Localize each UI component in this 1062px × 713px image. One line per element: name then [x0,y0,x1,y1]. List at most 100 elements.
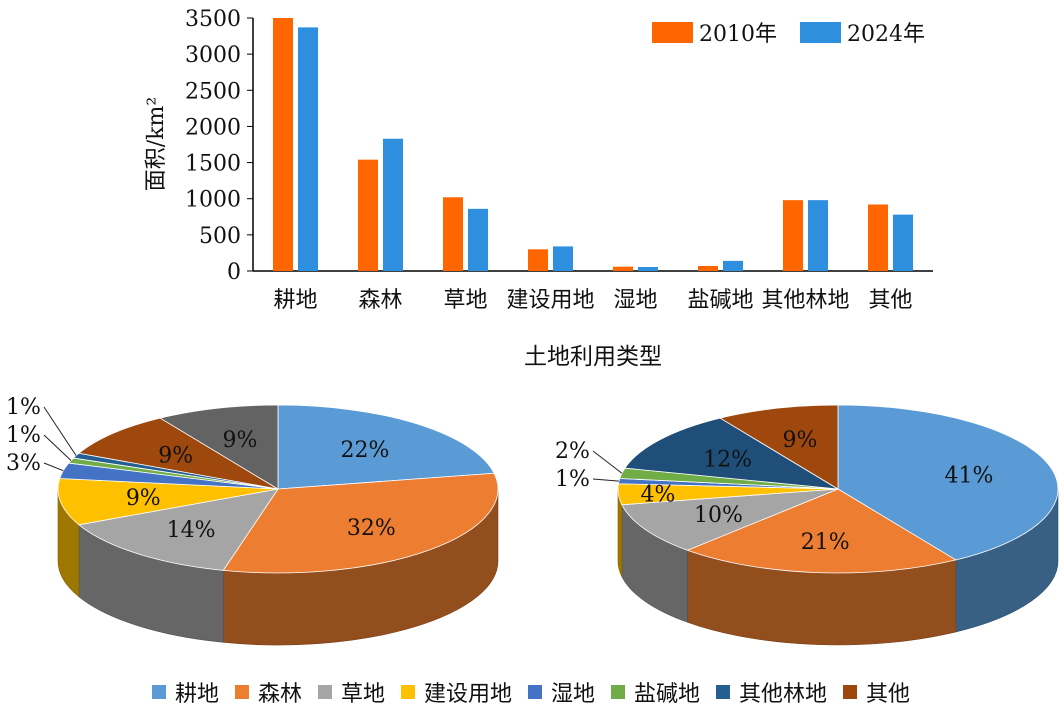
x-tick-label: 其他林地 [761,288,849,313]
pie-slice-label: 10% [694,503,743,528]
bar-2010 [613,266,633,271]
label-leader-line [592,450,623,474]
bar-chart: 0 500 1000 1500 2000 2500 3000 3500 面积/km² 土地利用类型… [144,7,933,370]
bar-2010 [443,197,463,271]
pie-slice [78,417,279,490]
bar-2024 [723,260,743,271]
label-leader-line [43,406,77,456]
legend-swatch-2010 [652,22,693,43]
pie-slice-label: 2% [555,439,590,464]
legend-item-grassland: 草地 [317,676,385,708]
legend-swatch [611,685,626,699]
legend-label: 建设用地 [423,682,512,707]
pie-slice [621,488,839,551]
y-tick-label: 1000 [185,188,241,213]
pie-2024-sides [617,488,1059,646]
pie-slice [222,472,499,574]
pie-slice [837,404,1059,561]
bar-2010 [358,159,378,271]
legend-label: 盐碱地 [634,682,701,707]
legend-item-wetland: 湿地 [528,676,595,708]
x-tick-label: 草地 [443,288,487,313]
y-tick-label: 2000 [185,115,241,140]
x-tick-label: 建设用地 [506,288,594,313]
y-tick-label: 2500 [185,79,241,104]
y-tick-label: 500 [199,224,241,249]
legend-swatch-2024 [800,22,841,43]
legend-item-other-forest: 其他林地 [716,676,827,708]
bar-2024 [638,267,658,271]
pie-2010-top [57,404,499,574]
pie-slice-label: 32% [347,516,396,541]
bar-2024 [553,246,573,271]
x-tick-label: 森林 [358,288,402,313]
pie-slice [277,404,495,490]
pie-slice-label: 21% [801,530,850,555]
pie-2024-top [617,404,1059,574]
bar-2010 [273,18,293,271]
legend-label: 耕地 [174,682,219,707]
pie-slice-label: 9% [782,428,817,453]
pie-slice-label: 3% [6,451,41,476]
legend-label: 2010年 [699,22,777,47]
label-leader-line [592,478,620,482]
bar-2010 [528,249,548,271]
pie-slice-label: 1% [555,467,590,492]
bar-2024 [298,27,318,272]
bar-2010 [698,265,718,271]
label-leader-line [43,462,64,472]
pie-slice-label: 4% [641,482,676,507]
legend-item-forest: 森林 [234,676,302,708]
legend-label: 其他林地 [739,682,828,707]
legend-item-built-up: 建设用地 [400,676,512,708]
pie-slice-label: 1% [6,423,41,448]
legend-swatch [400,685,415,699]
pie-slice [57,478,279,526]
legend-item-cropland: 耕地 [151,676,219,708]
bar-2024 [808,200,828,271]
pie-slice-label: 1% [6,395,41,420]
x-tick-label: 耕地 [273,288,317,313]
y-tick-label: 3000 [185,43,241,68]
x-tick-label: 盐碱地 [687,288,753,313]
bar-2024 [383,138,403,271]
pie-slice-label: 9% [222,428,257,453]
bar-2010 [868,204,888,271]
legend-item-other: 其他 [843,676,910,708]
legend-label: 湿地 [551,682,596,707]
pie-slice-label: 9% [126,486,161,511]
x-tick-label: 湿地 [613,288,657,313]
legend-swatch [317,685,332,699]
y-tick-label: 3500 [185,7,241,32]
pie-slice-label: 12% [703,447,752,472]
pie-legend: 耕地 森林 草地 建设用地 湿地 盐碱地 其他林地 其他 [0,674,1062,710]
pie-slice [78,488,279,571]
legend-swatch [843,685,858,699]
legend-label: 草地 [340,682,385,707]
pie-slice [719,404,839,490]
legend-item-saline: 盐碱地 [611,676,700,708]
legend-swatch [234,685,249,699]
y-axis-label: 面积/km² [144,97,169,191]
y-tick-label: 1500 [185,152,241,177]
pie-slice-label: 41% [945,463,994,488]
bar-2010 [783,200,803,271]
legend-label: 其他 [866,682,911,707]
legend-swatch [716,685,731,699]
pie-slice [686,488,957,574]
legend-swatch [151,685,166,699]
pie-slice [624,417,839,490]
bar-2024 [468,208,488,271]
bar-2024 [893,214,913,271]
legend-label: 森林 [257,682,302,707]
x-tick-label: 其他 [868,288,912,313]
x-axis-label: 土地利用类型 [524,344,662,370]
y-tick-label: 0 [227,260,241,285]
pie-slice-label: 9% [158,444,193,469]
pie-slice [159,404,279,490]
legend-swatch [528,685,542,699]
legend-label: 2024年 [847,22,925,47]
pie-slice-label: 22% [340,438,389,463]
label-leader-line [43,434,72,461]
